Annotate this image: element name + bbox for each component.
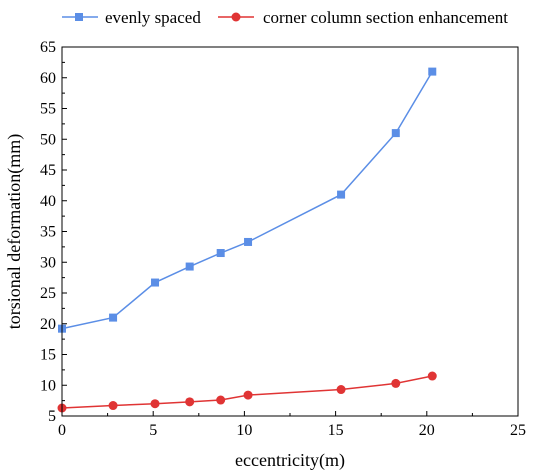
- data-point: [427, 371, 437, 381]
- legend-marker: [75, 13, 83, 21]
- y-tick-label: 20: [40, 316, 56, 333]
- x-tick-label: 5: [149, 422, 157, 439]
- y-tick-label: 30: [40, 254, 56, 271]
- series-evenly-spaced: [58, 67, 437, 333]
- data-point: [243, 390, 253, 400]
- data-point: [185, 397, 195, 407]
- y-tick-label: 35: [40, 224, 56, 241]
- plot-area: [57, 67, 437, 413]
- data-point: [244, 237, 253, 246]
- data-point: [185, 262, 194, 271]
- y-tick-label: 25: [40, 285, 56, 302]
- x-tick-label: 25: [510, 422, 526, 439]
- data-point: [428, 67, 437, 76]
- legend: evenly spaced corner column section enhan…: [62, 8, 508, 27]
- y-axis-title: torsional deformation(mm): [4, 134, 25, 329]
- x-axis-title: eccentricity(m): [235, 450, 345, 471]
- y-tick-label: 15: [40, 347, 56, 364]
- data-point: [391, 129, 400, 138]
- series-line: [61, 71, 433, 330]
- data-point: [391, 378, 401, 388]
- legend-item: evenly spaced: [62, 8, 201, 27]
- y-tick-label: 50: [40, 131, 56, 148]
- x-tick-label: 10: [236, 422, 252, 439]
- data-point: [216, 395, 226, 405]
- legend-item: corner column section enhancement: [218, 8, 508, 27]
- y-tick-label: 65: [40, 39, 56, 56]
- legend-label: corner column section enhancement: [263, 8, 508, 27]
- plot-frame: [61, 46, 519, 417]
- y-tick-label: 10: [40, 377, 56, 394]
- x-tick-label: 20: [419, 422, 435, 439]
- data-point: [336, 385, 346, 395]
- data-point: [150, 399, 160, 409]
- data-point: [337, 190, 346, 199]
- x-tick-label: 0: [58, 422, 66, 439]
- series-corner-column-section-enhancement: [57, 371, 437, 413]
- data-point: [151, 278, 160, 287]
- y-tick-label: 60: [40, 70, 56, 87]
- legend-label: evenly spaced: [105, 8, 201, 27]
- y-tick-label: 55: [40, 101, 56, 118]
- data-point: [109, 313, 118, 322]
- data-point: [216, 249, 225, 258]
- y-tick-label: 40: [40, 193, 56, 210]
- y-tick-label: 45: [40, 162, 56, 179]
- legend-marker: [231, 12, 241, 22]
- x-tick-label: 15: [328, 422, 344, 439]
- y-tick-label: 5: [48, 408, 56, 425]
- data-point: [108, 401, 118, 411]
